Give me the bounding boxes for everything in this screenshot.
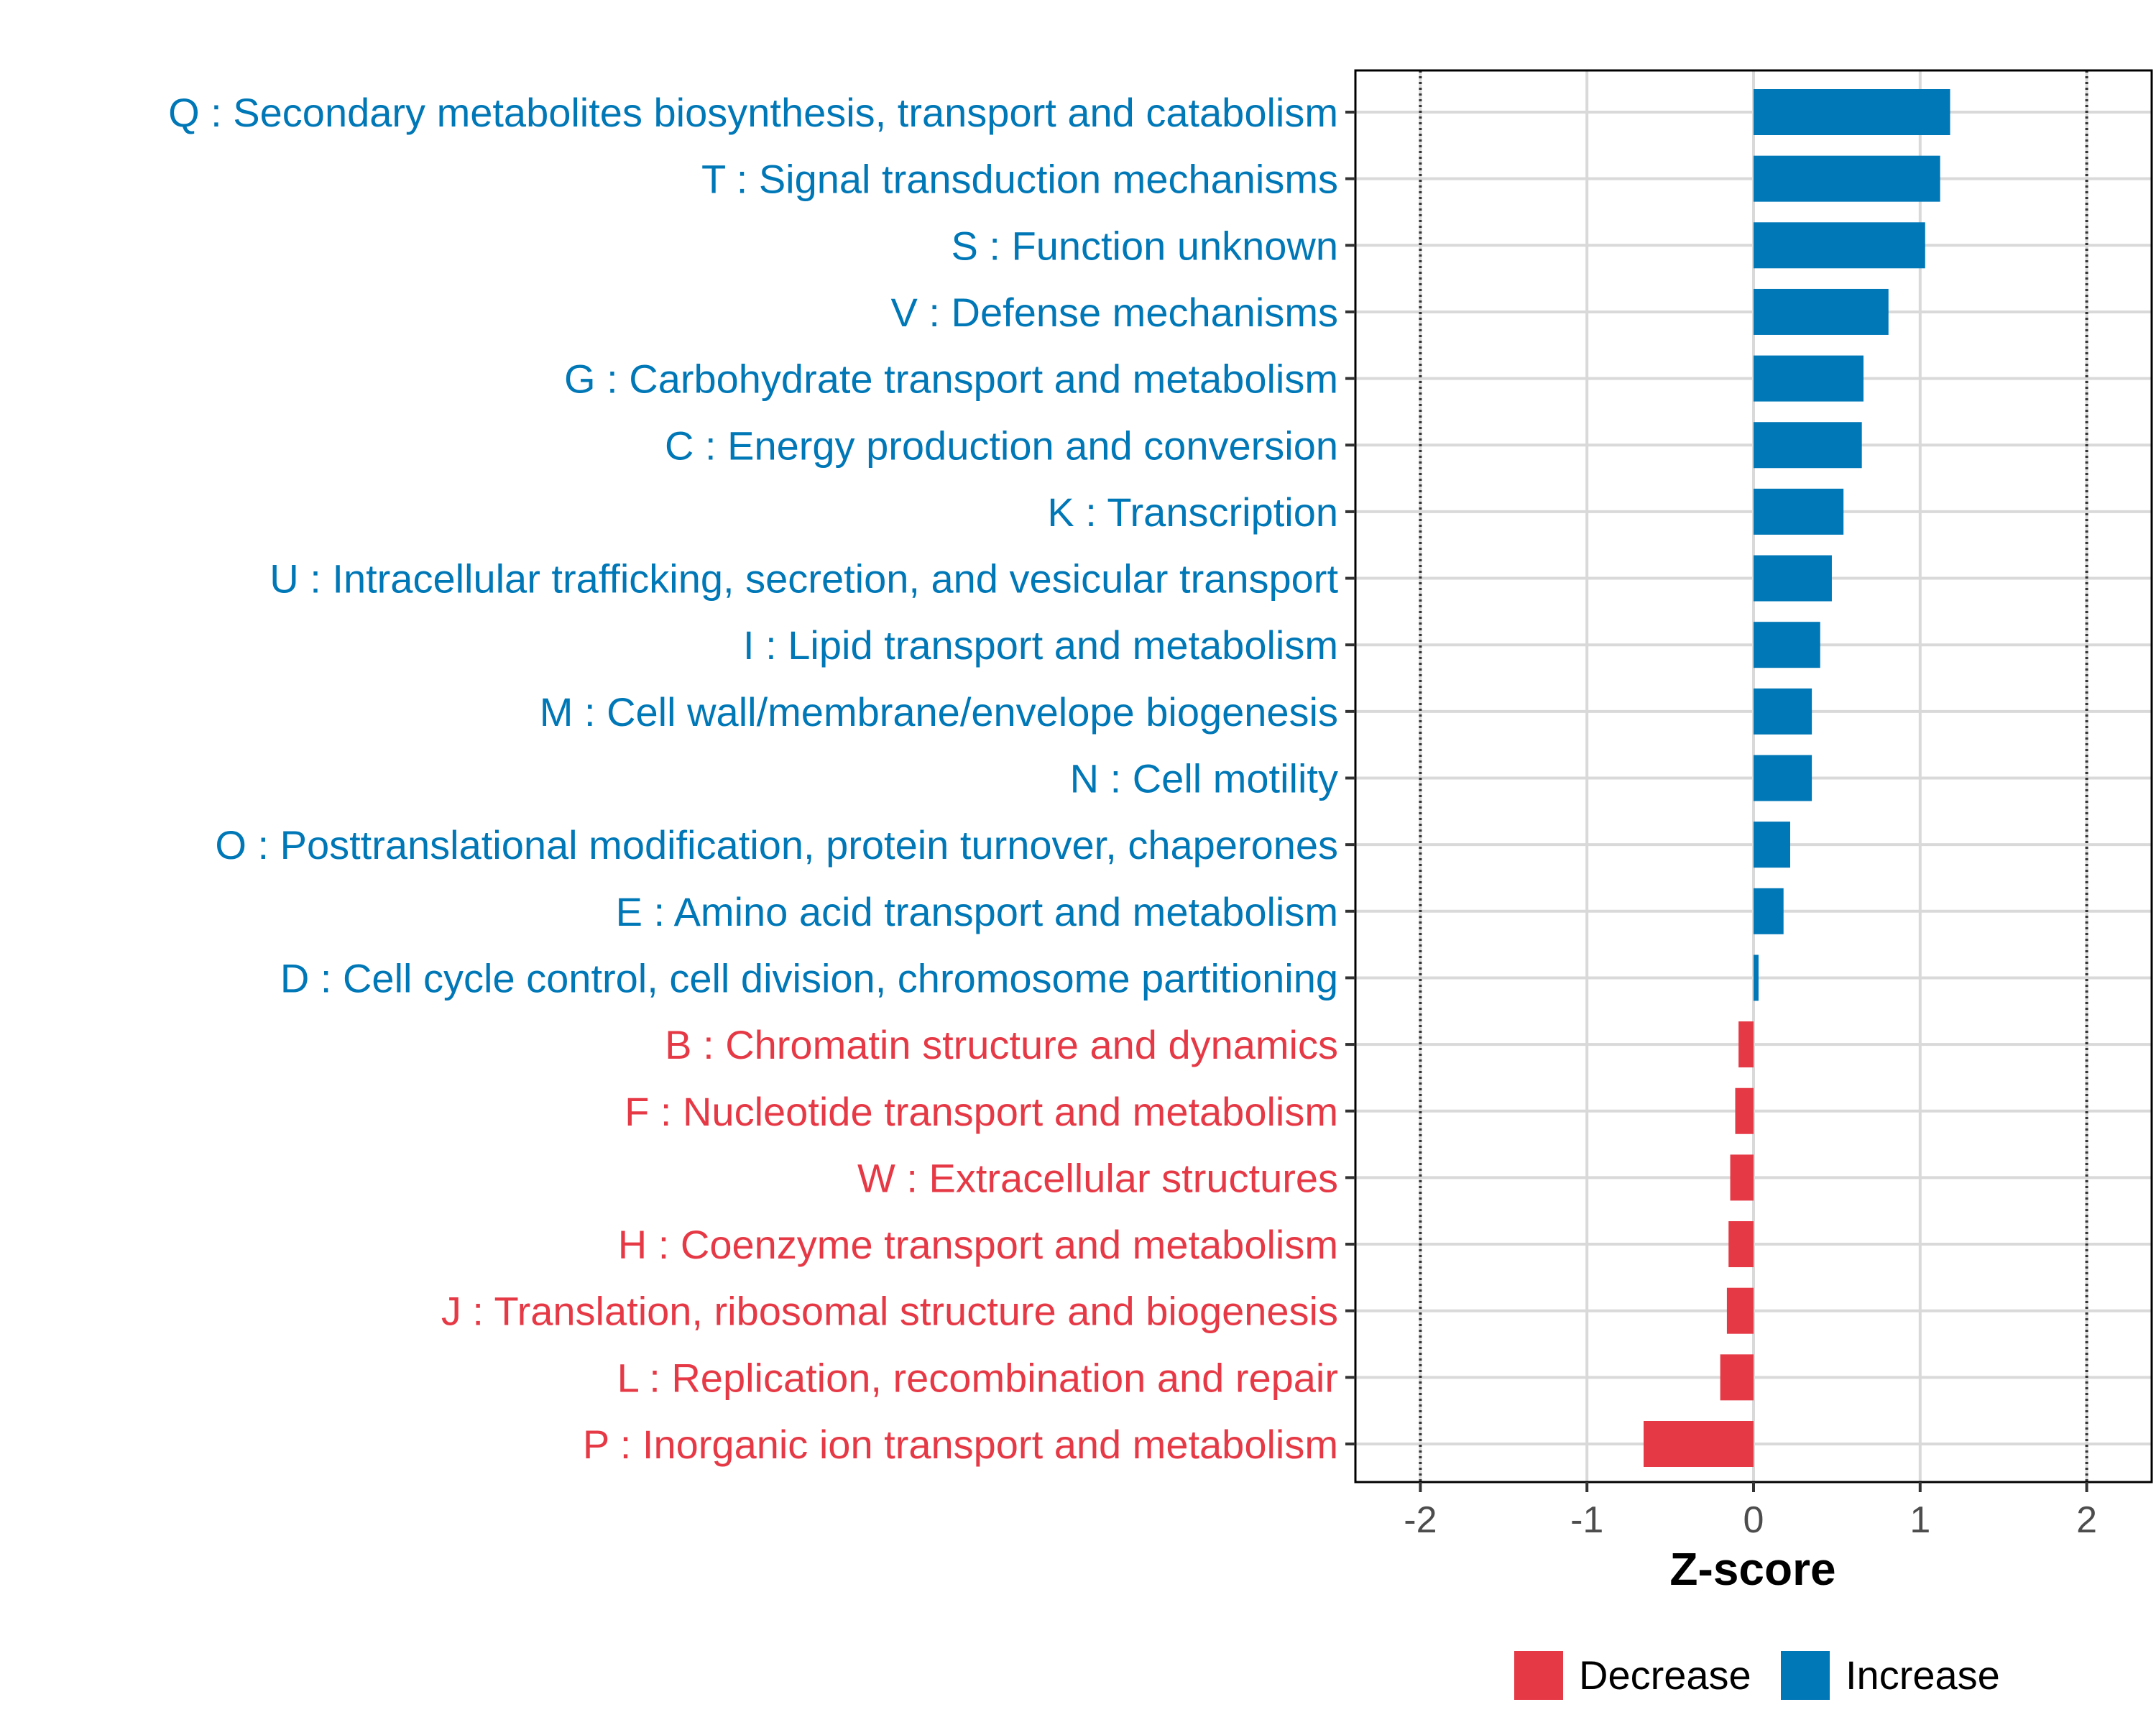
y-label-k: K : Transcription	[1047, 489, 1338, 535]
y-label-g: G : Carbohydrate transport and metabolis…	[564, 356, 1338, 402]
bar-v	[1754, 288, 1889, 335]
bar-m	[1754, 688, 1812, 735]
bar-n	[1754, 755, 1812, 801]
bar-s	[1754, 222, 1925, 269]
bar-g	[1754, 355, 1864, 402]
y-label-s: S : Function unknown	[951, 223, 1338, 268]
bar-w	[1730, 1154, 1754, 1201]
x-tick-label: 1	[1909, 1499, 1930, 1541]
y-label-o: O : Posttranslational modification, prot…	[215, 822, 1338, 868]
bar-d	[1754, 954, 1759, 1001]
x-tick-label: 0	[1743, 1499, 1764, 1541]
y-label-v: V : Defense mechanisms	[891, 290, 1338, 335]
y-label-u: U : Intracellular trafficking, secretion…	[270, 556, 1338, 602]
legend-swatch-increase	[1781, 1651, 1830, 1700]
y-axis-ticks	[1345, 111, 1355, 1445]
bar-p	[1644, 1421, 1754, 1467]
x-tick-label: 2	[2076, 1499, 2097, 1541]
x-axis-ticks	[1419, 1482, 2088, 1492]
bar-u	[1754, 555, 1832, 602]
bar-o	[1754, 822, 1790, 868]
x-axis-labels: -2 -1 0 1 2	[1404, 1499, 2097, 1541]
y-axis-labels: Q : Secondary metabolites biosynthesis, …	[168, 90, 1338, 1467]
bar-i	[1754, 622, 1820, 668]
bars	[1644, 89, 1950, 1467]
y-label-n: N : Cell motility	[1070, 756, 1338, 801]
y-label-p: P : Inorganic ion transport and metaboli…	[583, 1422, 1338, 1467]
y-label-c: C : Energy production and conversion	[665, 423, 1338, 468]
bar-k	[1754, 488, 1844, 535]
x-tick-label: -2	[1404, 1499, 1437, 1541]
y-label-e: E : Amino acid transport and metabolism	[616, 889, 1338, 934]
bar-f	[1735, 1087, 1754, 1134]
bar-e	[1754, 888, 1784, 934]
y-label-b: B : Chromatin structure and dynamics	[665, 1022, 1338, 1067]
legend-swatch-decrease	[1514, 1651, 1563, 1700]
bar-t	[1754, 155, 1940, 202]
y-label-d: D : Cell cycle control, cell division, c…	[280, 955, 1338, 1000]
y-label-w: W : Extracellular structures	[857, 1155, 1338, 1200]
legend-label-decrease: Decrease	[1579, 1652, 1751, 1698]
bar-h	[1728, 1221, 1754, 1268]
x-axis-title: Z-score	[1669, 1543, 1835, 1595]
legend: Decrease Increase	[1514, 1651, 2000, 1700]
y-label-j: J : Translation, ribosomal structure and…	[441, 1289, 1338, 1334]
y-label-t: T : Signal transduction mechanisms	[701, 157, 1338, 202]
y-label-l: L : Replication, recombination and repai…	[617, 1355, 1338, 1400]
bar-q	[1754, 89, 1950, 135]
x-tick-label: -1	[1570, 1499, 1603, 1541]
bar-l	[1720, 1354, 1754, 1401]
y-label-f: F : Nucleotide transport and metabolism	[625, 1089, 1338, 1134]
bar-b	[1738, 1021, 1754, 1068]
bar-j	[1726, 1287, 1754, 1334]
y-label-q: Q : Secondary metabolites biosynthesis, …	[168, 90, 1338, 135]
y-label-i: I : Lipid transport and metabolism	[743, 622, 1338, 668]
legend-label-increase: Increase	[1846, 1652, 2000, 1698]
y-label-m: M : Cell wall/membrane/envelope biogenes…	[540, 689, 1338, 735]
y-label-h: H : Coenzyme transport and metabolism	[618, 1222, 1338, 1267]
bar-c	[1754, 422, 1862, 469]
